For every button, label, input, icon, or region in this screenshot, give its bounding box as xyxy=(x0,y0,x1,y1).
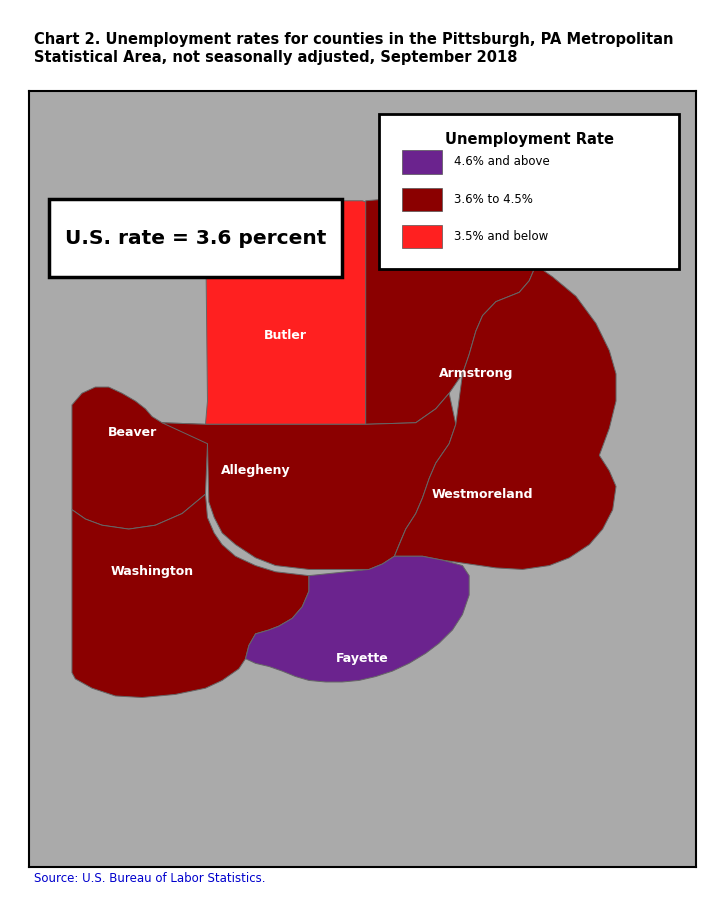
Text: Westmoreland: Westmoreland xyxy=(432,488,533,501)
Text: Armstrong: Armstrong xyxy=(438,368,513,381)
Polygon shape xyxy=(366,198,536,424)
Polygon shape xyxy=(72,387,208,529)
Polygon shape xyxy=(206,201,369,424)
Text: Butler: Butler xyxy=(264,329,307,342)
Text: Chart 2. Unemployment rates for counties in the Pittsburgh, PA Metropolitan
Stat: Chart 2. Unemployment rates for counties… xyxy=(34,32,674,65)
Bar xyxy=(403,225,443,249)
Text: 3.5% and below: 3.5% and below xyxy=(455,230,549,243)
Text: Allegheny: Allegheny xyxy=(221,465,291,478)
Polygon shape xyxy=(394,265,616,569)
FancyBboxPatch shape xyxy=(379,114,680,269)
Text: 3.6% to 4.5%: 3.6% to 4.5% xyxy=(455,193,533,206)
Text: Beaver: Beaver xyxy=(107,426,156,439)
Text: Source: U.S. Bureau of Labor Statistics.: Source: U.S. Bureau of Labor Statistics. xyxy=(34,872,266,885)
Text: Washington: Washington xyxy=(111,565,193,578)
Text: U.S. rate = 3.6 percent: U.S. rate = 3.6 percent xyxy=(65,228,326,248)
Polygon shape xyxy=(246,556,469,682)
Text: Unemployment Rate: Unemployment Rate xyxy=(445,132,614,147)
Bar xyxy=(403,151,443,174)
Polygon shape xyxy=(72,494,309,698)
Bar xyxy=(403,188,443,211)
FancyBboxPatch shape xyxy=(49,200,342,277)
Text: 4.6% and above: 4.6% and above xyxy=(455,155,550,168)
Text: Fayette: Fayette xyxy=(336,652,388,665)
Polygon shape xyxy=(162,394,456,569)
